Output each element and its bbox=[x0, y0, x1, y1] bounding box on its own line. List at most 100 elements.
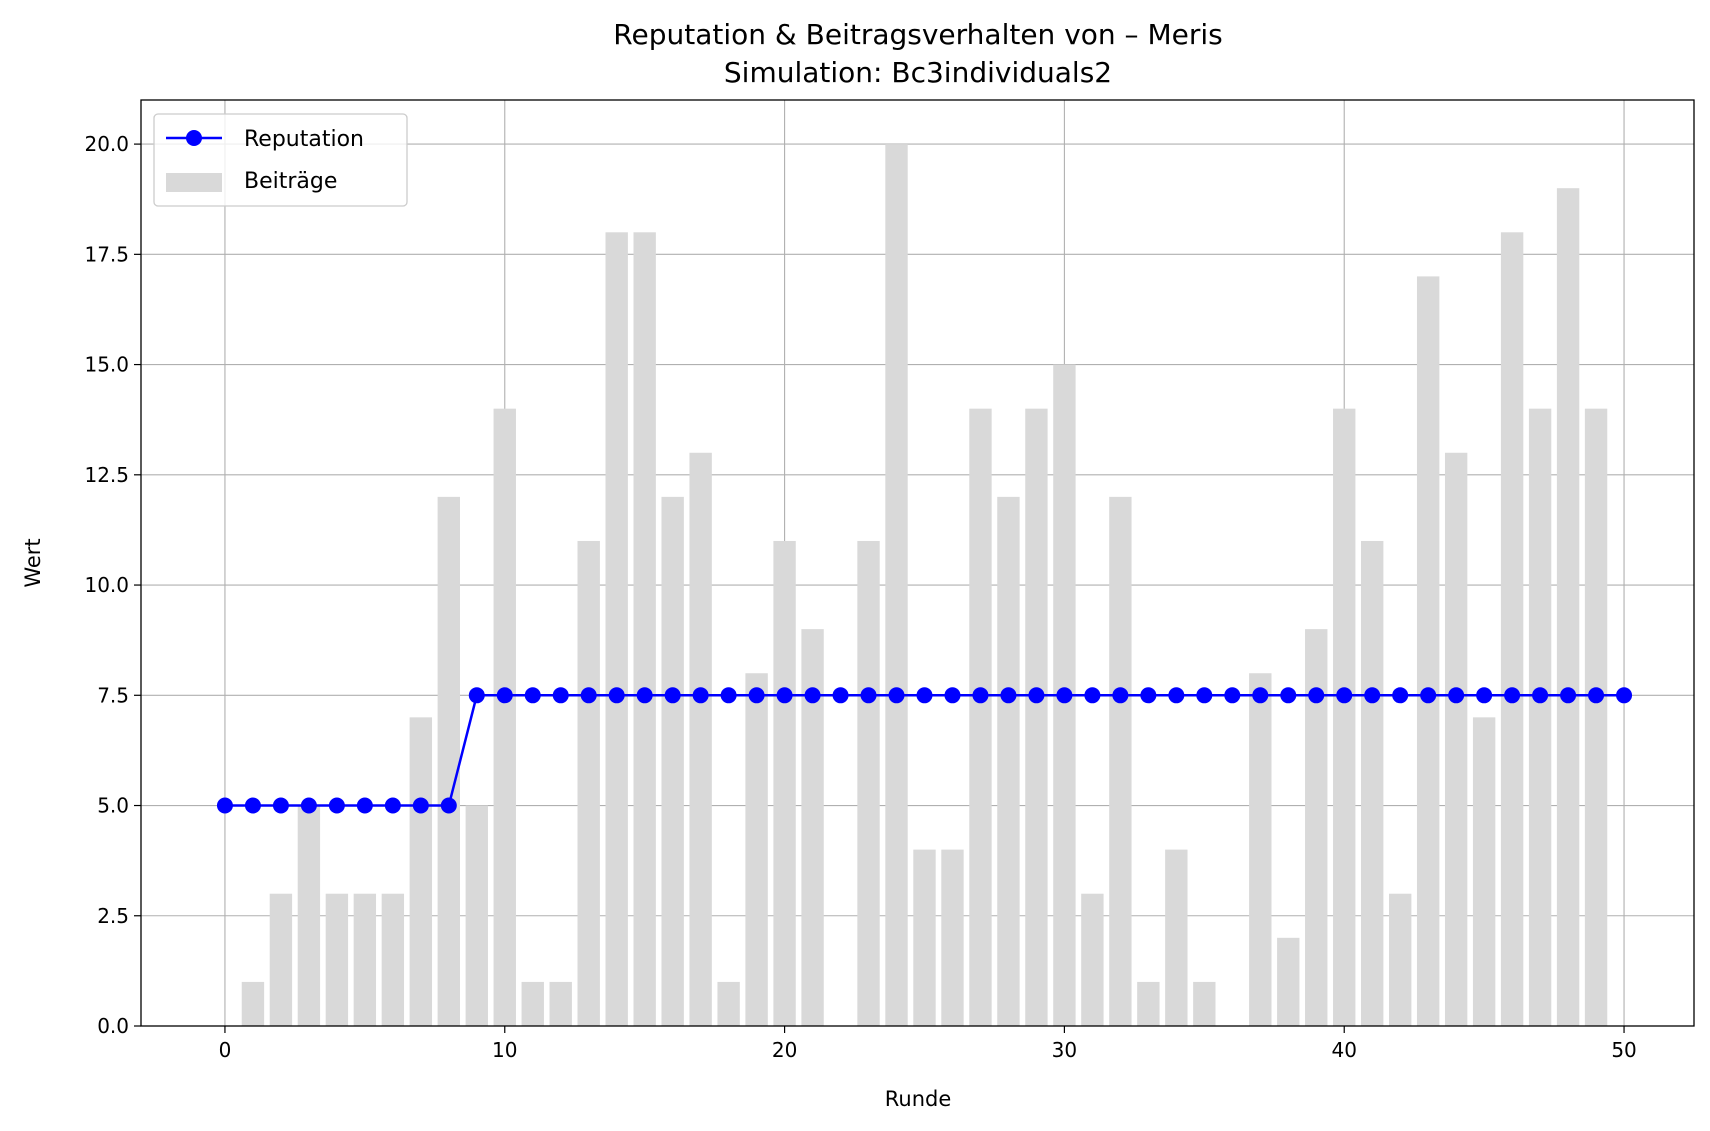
contribution-bar bbox=[633, 232, 656, 1027]
y-tick-label: 5.0 bbox=[97, 794, 129, 818]
x-tick-label: 50 bbox=[1611, 1038, 1636, 1062]
reputation-point bbox=[300, 797, 317, 814]
contribution-bar bbox=[437, 496, 460, 1026]
contribution-bar bbox=[1277, 937, 1300, 1026]
reputation-point bbox=[804, 687, 821, 704]
reputation-point bbox=[1000, 687, 1017, 704]
contribution-bar bbox=[269, 893, 293, 1026]
contribution-bar bbox=[1556, 188, 1580, 1026]
reputation-point bbox=[1140, 687, 1157, 704]
reputation-point bbox=[496, 687, 513, 704]
reputation-point bbox=[608, 687, 625, 704]
contribution-bar bbox=[1137, 981, 1160, 1026]
reputation-point bbox=[1336, 687, 1353, 704]
legend: Reputation Beiträge bbox=[153, 113, 408, 207]
contribution-bar bbox=[1109, 496, 1132, 1026]
reputation-point bbox=[1168, 687, 1185, 704]
y-tick-label: 15.0 bbox=[84, 353, 129, 377]
reputation-point bbox=[1224, 687, 1241, 704]
contribution-bar bbox=[745, 673, 768, 1026]
reputation-point bbox=[272, 797, 289, 814]
reputation-point bbox=[1420, 687, 1437, 704]
contribution-bar bbox=[1193, 981, 1216, 1026]
reputation-point bbox=[1532, 687, 1549, 704]
y-axis-label: Wert bbox=[21, 538, 45, 587]
x-axis-label: Runde bbox=[885, 1087, 952, 1111]
reputation-point bbox=[1084, 687, 1101, 704]
contribution-bar bbox=[1444, 452, 1468, 1026]
reputation-point bbox=[1588, 687, 1605, 704]
reputation-point bbox=[1504, 687, 1521, 704]
x-tick-label: 30 bbox=[1052, 1038, 1077, 1062]
reputation-point bbox=[720, 687, 737, 704]
contribution-bar bbox=[1249, 673, 1272, 1026]
contribution-bar bbox=[1025, 408, 1048, 1027]
reputation-point bbox=[1196, 687, 1213, 704]
reputation-point bbox=[412, 797, 429, 814]
legend-label-beitraege: Beiträge bbox=[244, 169, 337, 194]
contribution-bar bbox=[521, 981, 544, 1026]
reputation-point bbox=[1448, 687, 1465, 704]
x-tick-label: 10 bbox=[492, 1038, 517, 1062]
y-tick-label: 12.5 bbox=[84, 463, 129, 487]
bar-series bbox=[241, 144, 1608, 1027]
contribution-bar bbox=[577, 540, 600, 1026]
reputation-point bbox=[1280, 687, 1297, 704]
reputation-point bbox=[524, 687, 541, 704]
contribution-bar bbox=[857, 540, 880, 1026]
contribution-bar bbox=[1472, 717, 1496, 1026]
contribution-bar bbox=[1528, 408, 1552, 1027]
contribution-bar bbox=[1081, 893, 1104, 1026]
reputation-point bbox=[1392, 687, 1409, 704]
contribution-bar bbox=[325, 893, 349, 1026]
contribution-bar bbox=[801, 629, 824, 1026]
legend-bar-swatch bbox=[166, 173, 222, 192]
contribution-bar bbox=[773, 540, 796, 1026]
contribution-bar bbox=[997, 496, 1020, 1026]
contribution-bar bbox=[465, 805, 488, 1026]
reputation-point bbox=[1056, 687, 1073, 704]
reputation-point bbox=[1364, 687, 1381, 704]
reputation-point bbox=[216, 797, 233, 814]
x-tick-label: 20 bbox=[772, 1038, 797, 1062]
contribution-bar bbox=[913, 849, 936, 1026]
contribution-bar bbox=[1333, 408, 1356, 1027]
contribution-bar bbox=[1388, 893, 1412, 1026]
contribution-bar bbox=[717, 981, 740, 1026]
contribution-bar bbox=[689, 452, 712, 1026]
line-series bbox=[216, 687, 1633, 814]
reputation-point bbox=[748, 687, 765, 704]
contribution-bar bbox=[353, 893, 377, 1026]
reputation-point bbox=[1308, 687, 1325, 704]
y-tick-label: 0.0 bbox=[97, 1014, 129, 1038]
plot-frame bbox=[140, 99, 1695, 1027]
reputation-point bbox=[916, 687, 933, 704]
reputation-point bbox=[356, 797, 373, 814]
contribution-bar bbox=[605, 232, 628, 1027]
contribution-bar bbox=[297, 805, 321, 1026]
reputation-point bbox=[580, 687, 597, 704]
contribution-bar bbox=[241, 981, 265, 1026]
contribution-bar bbox=[1305, 629, 1328, 1026]
reputation-point bbox=[664, 687, 681, 704]
reputation-point bbox=[328, 797, 345, 814]
reputation-point bbox=[384, 797, 401, 814]
reputation-point bbox=[1560, 687, 1577, 704]
reputation-point bbox=[1112, 687, 1129, 704]
y-tick-label: 2.5 bbox=[97, 904, 129, 928]
contribution-bar bbox=[549, 981, 572, 1026]
legend-marker-swatch bbox=[186, 130, 202, 146]
contribution-bar bbox=[493, 408, 516, 1027]
contribution-bar bbox=[1361, 540, 1384, 1026]
chart-title: Reputation & Beitragsverhalten von – Mer… bbox=[613, 18, 1222, 51]
reputation-point bbox=[888, 687, 905, 704]
y-tick-label: 10.0 bbox=[84, 573, 129, 597]
reputation-point bbox=[944, 687, 961, 704]
x-tick-label: 0 bbox=[219, 1038, 232, 1062]
contribution-bar bbox=[1416, 276, 1440, 1026]
reputation-point bbox=[468, 687, 485, 704]
y-tick-label: 20.0 bbox=[84, 132, 129, 156]
contribution-bar bbox=[409, 717, 433, 1026]
reputation-point bbox=[776, 687, 793, 704]
